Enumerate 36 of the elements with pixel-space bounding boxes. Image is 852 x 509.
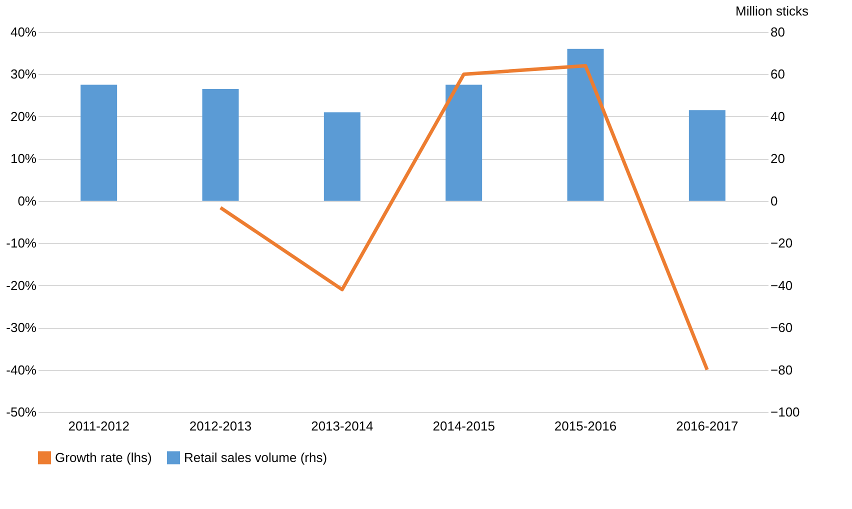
y2-tick-label: −100 (770, 404, 800, 420)
y2-axis-title: Million sticks (736, 4, 809, 18)
bar (567, 48, 604, 201)
legend-label: Growth rate (lhs) (55, 450, 152, 465)
y-tick-label: 30% (10, 66, 37, 82)
y-tick-label: 10% (10, 151, 37, 166)
x-tick-label: 2011-2012 (68, 418, 130, 434)
y2-tick-label: −80 (770, 362, 793, 378)
x-tick-label: 2014-2015 (432, 418, 495, 434)
x-tick-label: 2013-2014 (311, 418, 374, 434)
y2-tick-label: 40 (770, 108, 785, 124)
y2-tick-label: 20 (770, 151, 785, 166)
y2-tick-label: 0 (770, 193, 778, 208)
y-tick-label: 40% (10, 24, 37, 40)
y2-tick-label: −20 (770, 236, 793, 251)
y-tick-label: -10% (6, 236, 37, 251)
x-tick-label: 2012-2013 (189, 418, 252, 434)
bar (324, 112, 360, 201)
bar (80, 84, 118, 201)
bar (688, 110, 726, 201)
y-tick-label: -40% (6, 362, 37, 378)
y-tick-label: -50% (6, 404, 37, 420)
y-tick-label: -30% (6, 320, 37, 336)
y2-tick-label: −60 (770, 320, 793, 336)
y2-tick-label: 60 (770, 66, 785, 82)
y-tick-label: -20% (6, 278, 37, 293)
x-tick-label: 2016-2017 (676, 418, 738, 434)
line-series (218, 64, 709, 372)
bar (446, 84, 482, 201)
y-tick-label: 0% (18, 193, 37, 208)
bar (202, 89, 239, 201)
y-tick-label: 20% (10, 108, 37, 124)
legend-label: Retail sales volume (rhs) (184, 450, 328, 465)
y2-tick-label: −40 (770, 278, 793, 293)
x-tick-label: 2015-2016 (554, 418, 617, 434)
y2-tick-label: 80 (770, 24, 785, 40)
